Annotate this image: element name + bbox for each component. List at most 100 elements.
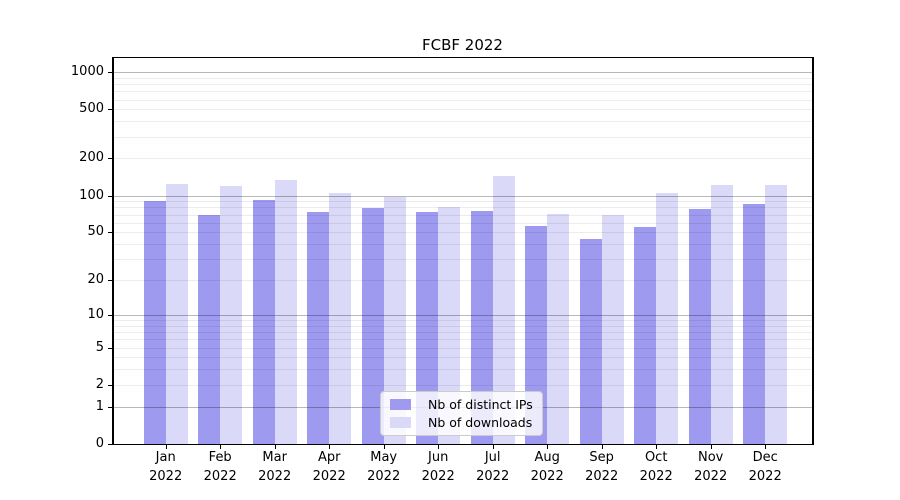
x-tick-label-apr: Apr 2022 [312, 450, 346, 484]
gridline-minor [113, 325, 812, 327]
bar-distinct-ips-jun [416, 212, 439, 444]
bar-downloads-oct [656, 192, 679, 444]
y-tick-label: 10 [87, 306, 104, 322]
gridline-major [113, 72, 812, 73]
gridline-minor [113, 339, 812, 341]
y-tick-mark [108, 280, 112, 282]
y-tick-mark [108, 314, 112, 316]
gridline-minor [113, 99, 812, 101]
legend-label-downloads: Nb of downloads [428, 414, 533, 430]
axis-spine-top [112, 57, 814, 58]
gridline-minor [113, 369, 812, 371]
plot-area [113, 58, 812, 444]
bar-downloads-jun [438, 206, 461, 444]
x-tick-label-sep: Sep 2022 [585, 450, 619, 484]
gridline-minor [113, 136, 812, 138]
y-tick-mark [108, 347, 112, 349]
gridline-minor [113, 77, 812, 79]
bar-distinct-ips-jan [143, 200, 166, 444]
gridline-major [113, 314, 812, 316]
x-tick-label-jun: Jun 2022 [421, 450, 455, 484]
x-tick-mark [547, 445, 549, 449]
bar-distinct-ips-sep [579, 239, 602, 444]
bar-downloads-sep [601, 215, 624, 444]
y-tick-mark [108, 232, 112, 234]
x-tick-label-dec: Dec 2022 [748, 450, 782, 484]
bar-downloads-apr [329, 192, 352, 444]
bar-downloads-may [383, 196, 406, 444]
gridline-minor [113, 357, 812, 359]
axis-spine-bottom [112, 444, 814, 445]
x-tick-mark [492, 445, 494, 449]
bar-distinct-ips-jul [470, 210, 493, 444]
y-tick-label: 200 [79, 150, 104, 166]
x-tick-label-feb: Feb 2022 [203, 450, 237, 484]
y-tick-mark [108, 158, 112, 160]
legend-label-distinct-ips: Nb of distinct IPs [428, 397, 533, 413]
legend: Nb of distinct IPs Nb of downloads [380, 391, 543, 436]
legend-entry-downloads: Nb of downloads [390, 414, 534, 432]
y-tick-mark [108, 109, 112, 111]
x-tick-mark [765, 445, 767, 449]
legend-swatch-distinct-ips [390, 399, 411, 411]
x-tick-label-jan: Jan 2022 [149, 450, 183, 484]
gridline-minor [113, 232, 812, 234]
x-tick-mark [710, 445, 712, 449]
x-tick-mark [601, 445, 603, 449]
gridline-minor [113, 384, 812, 386]
bar-distinct-ips-nov [688, 209, 711, 444]
gridline-minor [113, 222, 812, 224]
x-tick-mark [383, 445, 385, 449]
x-tick-label-nov: Nov 2022 [694, 450, 728, 484]
x-tick-mark [656, 445, 658, 449]
bar-downloads-feb [220, 186, 243, 444]
x-tick-label-jul: Jul 2022 [476, 450, 510, 484]
y-tick-label: 5 [95, 339, 104, 355]
gridline-minor [113, 320, 812, 321]
chart-title: FCBF 2022 [422, 36, 503, 54]
gridline-minor [113, 91, 812, 93]
x-tick-label-oct: Oct 2022 [639, 450, 673, 484]
y-tick-mark [108, 195, 112, 197]
x-tick-label-aug: Aug 2022 [530, 450, 564, 484]
gridline-major [113, 195, 812, 197]
x-tick-mark [274, 445, 276, 449]
axis-spine-right [812, 58, 814, 445]
y-tick-mark [108, 384, 112, 386]
gridlines-layer [113, 58, 812, 444]
gridline-minor [113, 207, 812, 209]
bar-downloads-nov [710, 185, 733, 444]
y-tick-label: 0 [95, 436, 104, 451]
y-tick-label: 50 [87, 224, 104, 240]
gridline-minor [113, 332, 812, 333]
y-tick-mark [108, 72, 112, 73]
bar-downloads-aug [547, 213, 570, 444]
bar-downloads-mar [274, 180, 297, 444]
gridline-minor [113, 109, 812, 111]
x-tick-label-may: May 2022 [367, 450, 401, 484]
bar-distinct-ips-may [361, 208, 384, 444]
y-tick-label: 1000 [70, 64, 104, 79]
axis-spine-left [112, 58, 114, 445]
gridline-minor [113, 214, 812, 216]
x-tick-mark [438, 445, 440, 449]
bar-downloads-jan [165, 183, 188, 444]
y-tick-label: 500 [79, 101, 104, 117]
gridline-minor [113, 121, 812, 123]
bar-distinct-ips-dec [743, 204, 766, 444]
gridline-minor [113, 158, 812, 160]
gridline-minor [113, 259, 812, 261]
bar-distinct-ips-mar [252, 199, 275, 444]
bar-distinct-ips-feb [198, 214, 221, 444]
y-tick-mark [108, 444, 112, 445]
bar-downloads-dec [765, 184, 788, 444]
gridline-minor [113, 280, 812, 282]
x-tick-label-mar: Mar 2022 [258, 450, 292, 484]
y-tick-label: 20 [87, 272, 104, 288]
bar-downloads-jul [492, 176, 515, 444]
y-tick-label: 1 [95, 398, 104, 414]
bar-distinct-ips-apr [307, 211, 330, 444]
x-tick-mark [329, 445, 331, 449]
gridline-minor [113, 201, 812, 203]
